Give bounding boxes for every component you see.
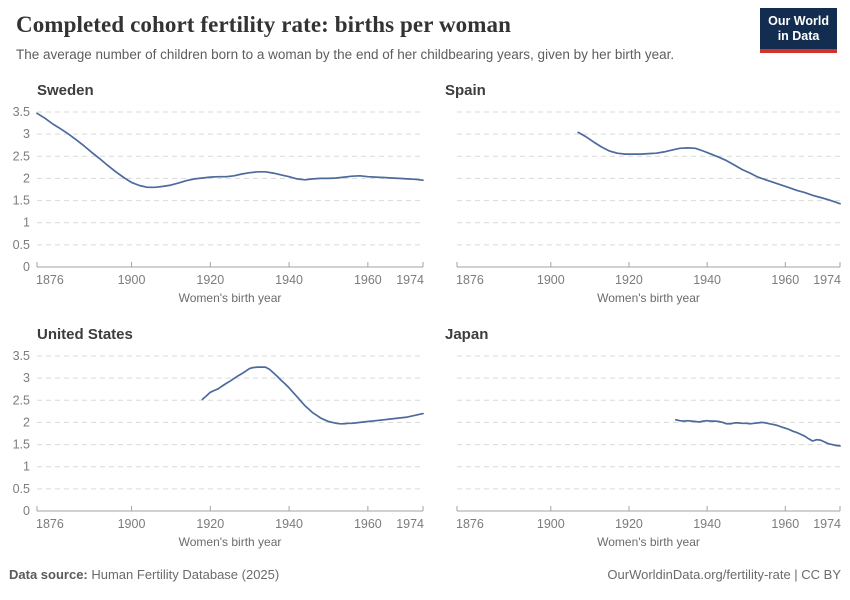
svg-text:1940: 1940 [275, 517, 303, 531]
line-chart-japan: 1876 1900 1920 1940 1960 1974 Women's birth ye… [456, 355, 841, 549]
data-source: Data source: Human Fertility Database (2… [9, 567, 279, 582]
line-chart-sweden: 0 0.5 1 1.5 2 2.5 3 3.5 1876 1900 1920 1940 1960 1974… [13, 105, 424, 305]
svg-text:2: 2 [23, 171, 30, 185]
svg-text:1960: 1960 [354, 273, 382, 287]
chart-panel-united-states: United States 0 0.5 1 1.5 2 2.5 3 3.5 1876 1900 19… [8, 326, 425, 554]
svg-text:1920: 1920 [615, 517, 643, 531]
chart-panel-spain: Spain 1876 1900 1920 1940 1960 1974 Women's bi… [425, 82, 842, 310]
svg-text:0: 0 [23, 504, 30, 518]
svg-text:1900: 1900 [118, 517, 146, 531]
svg-text:1920: 1920 [196, 517, 224, 531]
svg-text:3: 3 [23, 371, 30, 385]
footer-link-text: OurWorldinData.org/fertility-rate | CC B… [607, 567, 841, 582]
svg-text:0: 0 [23, 260, 30, 274]
subtitle: The average number of children born to a… [16, 47, 675, 62]
chart-panel-japan: Japan 1876 1900 1920 1940 1960 1974 Women's bi… [425, 326, 842, 554]
svg-text:1900: 1900 [537, 273, 565, 287]
svg-text:3.5: 3.5 [13, 105, 30, 119]
svg-text:1960: 1960 [354, 517, 382, 531]
svg-text:1876: 1876 [36, 517, 64, 531]
svg-text:1974: 1974 [813, 273, 841, 287]
svg-text:1940: 1940 [693, 517, 721, 531]
data-source-value: Human Fertility Database (2025) [87, 567, 280, 582]
footer-link[interactable]: OurWorldinData.org/fertility-rate | CC B… [607, 567, 841, 582]
svg-text:1876: 1876 [456, 273, 484, 287]
svg-text:1920: 1920 [196, 273, 224, 287]
chart-title-united-states: United States [37, 326, 133, 343]
svg-text:3.5: 3.5 [13, 349, 30, 363]
svg-text:1876: 1876 [36, 273, 64, 287]
svg-text:1876: 1876 [456, 517, 484, 531]
line-chart-united-states: 0 0.5 1 1.5 2 2.5 3 3.5 1876 1900 1920 1940 1960 1974… [13, 349, 424, 549]
svg-text:1940: 1940 [275, 273, 303, 287]
svg-text:3: 3 [23, 127, 30, 141]
svg-text:1900: 1900 [537, 517, 565, 531]
svg-text:1974: 1974 [396, 517, 424, 531]
chart-title-sweden: Sweden [37, 82, 94, 99]
owid-logo[interactable]: Our World in Data [760, 8, 837, 53]
chart-title-japan: Japan [445, 326, 489, 343]
svg-text:1: 1 [23, 216, 30, 230]
svg-text:1900: 1900 [118, 273, 146, 287]
svg-text:1960: 1960 [771, 517, 799, 531]
line-chart-spain: 1876 1900 1920 1940 1960 1974 Women's birth ye… [456, 111, 841, 305]
charts-grid: Sweden 0 0.5 1 1.5 2 2.5 3 3.5 1876 1900 1920 1940 1… [8, 82, 842, 554]
data-source-label: Data source: [9, 567, 88, 582]
svg-text:0.5: 0.5 [13, 238, 30, 252]
svg-text:0.5: 0.5 [13, 482, 30, 496]
header: Completed cohort fertility rate: births … [16, 12, 834, 64]
svg-text:Women's birth year: Women's birth year [597, 535, 700, 549]
svg-text:1920: 1920 [615, 273, 643, 287]
svg-text:1974: 1974 [396, 273, 424, 287]
svg-text:1974: 1974 [813, 517, 841, 531]
svg-text:2.5: 2.5 [13, 393, 30, 407]
logo-line1: Our World [768, 14, 829, 28]
svg-text:1.5: 1.5 [13, 194, 30, 208]
chart-title-spain: Spain [445, 82, 486, 99]
footer: Data source: Human Fertility Database (2… [9, 567, 841, 582]
svg-text:1: 1 [23, 460, 30, 474]
svg-text:1960: 1960 [771, 273, 799, 287]
svg-text:Women's birth year: Women's birth year [597, 291, 700, 305]
page-title: Completed cohort fertility rate: births … [16, 12, 512, 37]
svg-text:1940: 1940 [693, 273, 721, 287]
svg-text:1.5: 1.5 [13, 438, 30, 452]
svg-text:Women's birth year: Women's birth year [179, 535, 282, 549]
svg-text:Women's birth year: Women's birth year [179, 291, 282, 305]
svg-text:2: 2 [23, 415, 30, 429]
chart-panel-sweden: Sweden 0 0.5 1 1.5 2 2.5 3 3.5 1876 1900 1920 1940 1… [8, 82, 425, 310]
svg-text:2.5: 2.5 [13, 149, 30, 163]
logo-line2: in Data [777, 29, 820, 43]
